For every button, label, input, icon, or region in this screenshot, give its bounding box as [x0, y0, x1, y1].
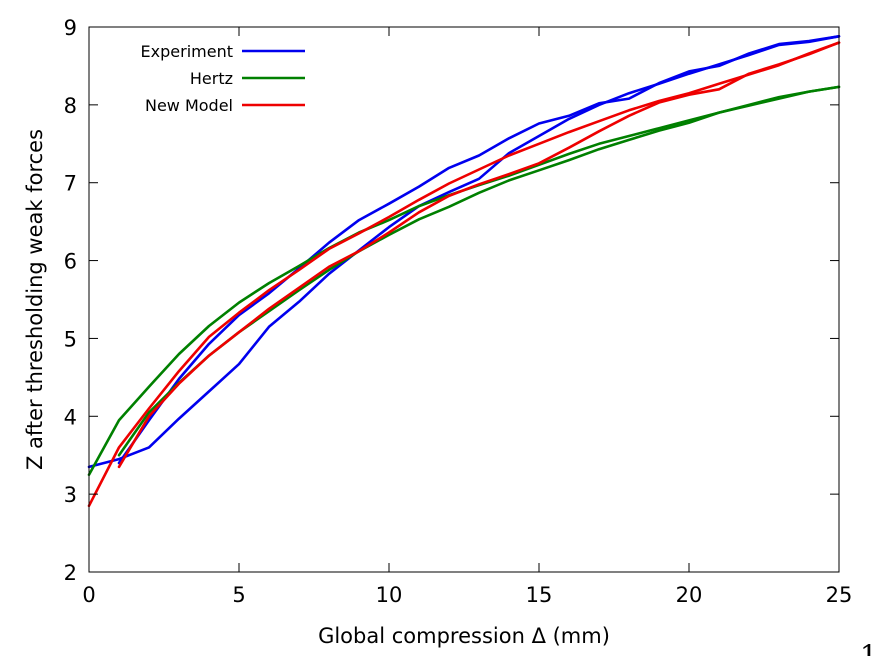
y-tick-label: 9: [64, 16, 77, 40]
y-tick-label: 8: [64, 94, 77, 118]
y-tick-label: 2: [64, 561, 77, 585]
y-tick-label: 3: [64, 483, 77, 507]
page-number: 13: [860, 639, 880, 656]
series-experiment-line-2: [117, 34, 841, 465]
y-axis-label: Z after thresholding weak forces: [23, 129, 47, 470]
x-tick-label: 25: [826, 583, 853, 607]
x-axis-label: Global compression Δ (mm): [318, 624, 610, 648]
x-tick-label: 15: [526, 583, 553, 607]
y-tick-label: 5: [64, 327, 77, 351]
series-new-model-line-2: [117, 41, 841, 469]
legend-label: Hertz: [190, 69, 233, 88]
y-tick-label: 7: [64, 172, 77, 196]
plot-area: [87, 34, 841, 508]
series-new-model-line-1: [87, 41, 841, 508]
x-tick-label: 0: [82, 583, 95, 607]
y-tick-label: 6: [64, 250, 77, 274]
x-tick-label: 10: [376, 583, 403, 607]
series-hertz-line-2: [117, 85, 841, 457]
plot-frame: [88, 26, 840, 573]
axis-ticks: 0 5 10 15 20 25 2 3 4 5 6 7 8 9: [64, 16, 853, 607]
legend: Experiment Hertz New Model: [141, 42, 305, 115]
legend-label: Experiment: [141, 42, 233, 61]
legend-label: New Model: [145, 96, 233, 115]
series-hertz-line-1: [87, 85, 841, 477]
x-tick-label: 5: [232, 583, 245, 607]
y-tick-label: 4: [64, 405, 77, 429]
x-tick-label: 20: [676, 583, 703, 607]
